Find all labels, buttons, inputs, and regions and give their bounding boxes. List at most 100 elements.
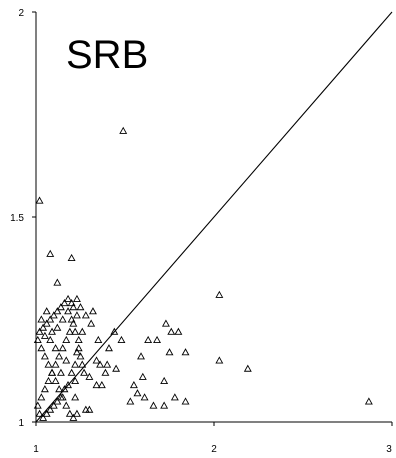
data-point xyxy=(72,294,81,303)
data-point xyxy=(33,335,42,344)
data-point xyxy=(243,364,252,372)
data-point xyxy=(161,319,170,327)
data-point xyxy=(55,352,64,360)
data-point xyxy=(69,319,78,327)
data-point xyxy=(72,311,81,319)
data-point xyxy=(39,323,48,331)
data-point xyxy=(67,368,76,376)
data-point xyxy=(46,315,55,323)
data-point xyxy=(35,327,44,335)
data-point xyxy=(49,311,58,319)
data-point xyxy=(87,319,96,327)
data-point xyxy=(48,368,56,376)
data-point xyxy=(53,397,62,405)
data-point xyxy=(103,360,112,368)
data-point xyxy=(105,344,113,352)
data-point xyxy=(40,352,49,360)
data-point xyxy=(71,327,80,335)
data-point xyxy=(37,315,46,323)
x-tick-label: 1 xyxy=(33,444,39,455)
data-point xyxy=(174,327,183,335)
data-point xyxy=(69,413,78,421)
data-point xyxy=(117,335,126,344)
data-point xyxy=(69,303,78,311)
data-point xyxy=(71,360,80,368)
data-point xyxy=(44,376,53,385)
tick-group: 1 2 3 1 1.5 2 xyxy=(10,8,393,455)
data-point xyxy=(110,327,119,335)
y-tick-label: 1.5 xyxy=(10,213,24,224)
data-point xyxy=(71,376,80,385)
data-point xyxy=(62,356,71,364)
data-point xyxy=(78,327,87,335)
y-tick-label: 2 xyxy=(18,8,24,19)
data-point xyxy=(40,385,49,393)
data-point xyxy=(92,380,101,389)
data-point xyxy=(64,294,73,303)
data-point xyxy=(65,409,74,417)
data-point xyxy=(60,298,69,307)
x-tick-label: 2 xyxy=(211,444,217,455)
data-point xyxy=(72,348,81,356)
data-point xyxy=(160,401,169,409)
data-point xyxy=(133,389,142,397)
data-point xyxy=(46,335,55,344)
data-point xyxy=(126,397,135,405)
data-point xyxy=(37,393,46,401)
data-point xyxy=(42,307,51,315)
data-point xyxy=(364,397,373,405)
data-point xyxy=(140,393,149,401)
data-point xyxy=(96,360,105,368)
data-point xyxy=(137,352,145,360)
data-point xyxy=(92,356,101,364)
data-point xyxy=(37,344,46,352)
data-point xyxy=(35,196,44,204)
data-point xyxy=(67,315,76,323)
data-point xyxy=(48,327,56,335)
data-point xyxy=(160,376,169,385)
data-point xyxy=(58,315,67,323)
data-point xyxy=(119,126,128,134)
data-point xyxy=(33,401,42,409)
data-point xyxy=(53,278,62,286)
reference-line xyxy=(35,11,393,423)
data-point xyxy=(39,413,48,421)
data-point xyxy=(46,249,55,257)
data-point xyxy=(78,360,87,368)
data-point xyxy=(42,409,51,417)
data-point xyxy=(144,335,153,344)
data-point xyxy=(49,401,58,409)
data-point xyxy=(181,397,190,405)
data-point xyxy=(76,352,85,360)
data-point xyxy=(58,344,67,352)
data-point xyxy=(62,401,71,409)
data-point xyxy=(165,348,174,356)
data-point xyxy=(149,401,158,409)
data-point xyxy=(74,344,83,352)
data-point xyxy=(74,335,83,344)
data-point xyxy=(88,307,97,315)
data-point xyxy=(55,385,64,393)
data-point xyxy=(53,307,62,315)
data-point xyxy=(65,327,74,335)
data-point xyxy=(80,368,89,376)
data-point xyxy=(51,360,60,368)
data-point xyxy=(215,290,224,298)
data-point xyxy=(112,364,121,372)
data-point xyxy=(85,405,94,413)
data-point xyxy=(60,385,69,393)
data-point xyxy=(138,372,147,380)
data-point xyxy=(44,360,53,368)
data-point xyxy=(64,380,73,389)
data-point xyxy=(76,303,85,311)
x-tick-label: 3 xyxy=(386,444,392,455)
data-point xyxy=(71,393,80,401)
data-point xyxy=(56,368,65,376)
data-point xyxy=(215,356,224,364)
data-point xyxy=(40,331,49,339)
data-point xyxy=(53,323,62,331)
data-point xyxy=(170,393,179,401)
data-point xyxy=(58,393,67,401)
y-tick-label: 1 xyxy=(18,418,24,429)
